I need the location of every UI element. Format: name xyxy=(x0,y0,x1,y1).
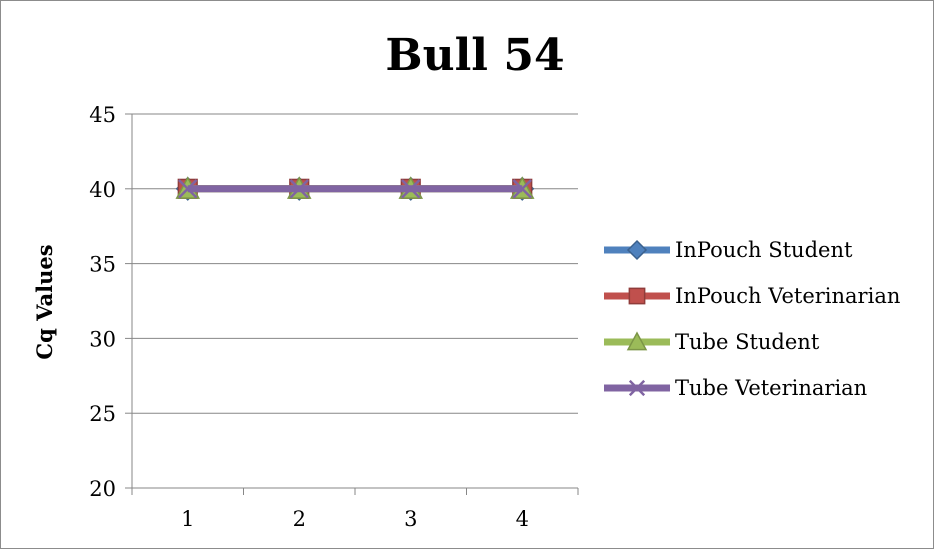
legend-item: InPouch Veterinarian xyxy=(604,284,900,308)
data-point xyxy=(178,179,198,199)
legend-swatch-marker xyxy=(626,331,648,351)
axes: 20 25 30 35 40 45 1 2 3 4 xyxy=(89,103,579,531)
legend-label: InPouch Veterinarian xyxy=(675,284,900,308)
y-tick-label: 40 xyxy=(89,178,116,202)
x-tick-label: 3 xyxy=(404,507,417,531)
y-tick-label: 20 xyxy=(89,477,116,501)
legend: InPouch Student InPouch Veterinarian Tube … xyxy=(604,238,900,400)
legend-label: Tube Student xyxy=(675,330,820,354)
data-point xyxy=(289,179,309,199)
series xyxy=(175,176,535,201)
y-tick-label: 30 xyxy=(89,327,116,351)
legend-item: InPouch Student xyxy=(604,238,853,262)
y-axis-label: Cq Values xyxy=(32,244,57,359)
legend-swatch-marker xyxy=(628,287,646,305)
data-point xyxy=(512,179,532,199)
y-tick-label: 35 xyxy=(89,253,116,277)
legend-swatch-marker xyxy=(626,239,648,261)
legend-label: Tube Veterinarian xyxy=(675,376,867,400)
legend-swatch-marker xyxy=(628,379,646,397)
x-tick-label: 4 xyxy=(516,507,529,531)
legend-label: InPouch Student xyxy=(675,238,853,262)
x-tick-label: 1 xyxy=(181,507,194,531)
y-tick-label: 45 xyxy=(89,103,116,127)
series-tube-veterinarian xyxy=(178,179,532,199)
legend-item: Tube Veterinarian xyxy=(604,376,867,400)
data-point xyxy=(401,179,421,199)
chart-title: Bull 54 xyxy=(385,30,564,81)
y-tick-label: 25 xyxy=(89,402,116,426)
legend-item: Tube Student xyxy=(604,330,820,354)
x-tick-label: 2 xyxy=(293,507,306,531)
